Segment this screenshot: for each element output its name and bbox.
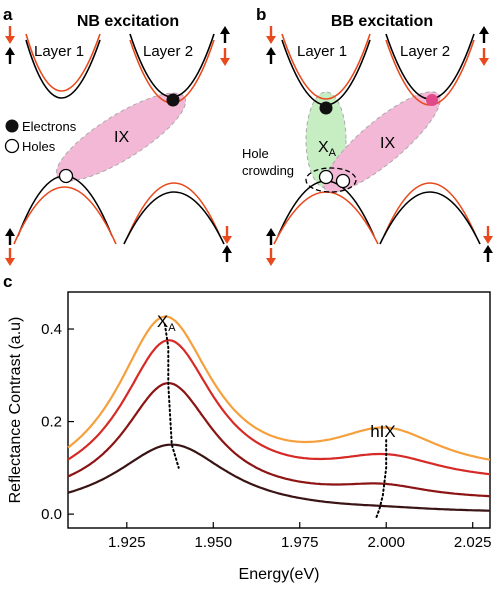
y-tick-label: 0.0 (41, 506, 62, 523)
panel-b-layer1-label: Layer 1 (297, 43, 347, 60)
hix-annotation: hIX (370, 422, 396, 441)
panel-c-letter: c (3, 272, 12, 291)
x-tick-label: 1.925 (108, 534, 146, 551)
x-tick-label: 1.950 (195, 534, 233, 551)
panel-a-layer1-label: Layer 1 (34, 43, 84, 60)
layer2-valence-band-black-b (379, 191, 481, 245)
ix-label: IX (114, 129, 129, 146)
layer1-conduction-band-black (25, 39, 101, 99)
peak-trend-dotted-2 (374, 439, 388, 520)
spin-down-arrow-icon (479, 48, 489, 66)
spin-up-arrow-icon (266, 228, 276, 245)
hole-marker-2 (335, 173, 351, 189)
spin-down-arrow-icon (220, 48, 230, 66)
legend-hole-icon (4, 138, 20, 154)
ix-exciton-cloud-b (323, 91, 441, 193)
spin-up-arrow-icon (5, 47, 15, 64)
panel-a-title: NB excitation (77, 13, 179, 30)
panel-c: c 1.925 1.950 1.975 2.000 2.025 0.0 0.2 0.4 Ener… (3, 272, 491, 583)
y-axis-label: Reflectance Contrast (a.u) (7, 317, 24, 504)
panel-a-layer2-label: Layer 2 (143, 43, 193, 60)
legend-electrons-label: Electrons (22, 119, 77, 134)
y-tick-label: 0.2 (41, 414, 62, 431)
legend-electron-icon (5, 119, 19, 133)
spin-down-arrow-icon (5, 248, 15, 266)
layer2-valence-band-orange (127, 182, 221, 237)
panel-a: a NB excitation IX Layer 1 Layer 2 Elect… (3, 5, 232, 266)
spin-up-arrow-icon (222, 245, 232, 262)
layer1-valence-band-orange-b (273, 191, 379, 245)
layer1-conduction-band-orange-b (281, 33, 371, 100)
hole-crowding-label-1: Hole (242, 146, 269, 161)
reflectance-chart: 1.925 1.950 1.975 2.000 2.025 0.0 0.2 0.4 Energy… (7, 291, 492, 583)
hole-marker-1 (318, 169, 334, 185)
y-tick-label: 0.4 (41, 321, 62, 338)
legend-holes-label: Holes (22, 139, 56, 154)
layer2-valence-band-black (123, 191, 225, 245)
spin-up-arrow-icon (479, 26, 489, 43)
plot-frame (67, 291, 491, 529)
spin-down-arrow-icon (5, 26, 15, 44)
layer1-conduction-band-orange (25, 33, 101, 92)
electron-marker-layer1 (319, 101, 333, 115)
spin-arrows-a (5, 26, 232, 266)
ix-label-b: IX (380, 135, 395, 152)
xa-label: XA (318, 139, 337, 159)
spin-down-arrow-icon (483, 226, 493, 244)
panel-b-layer2-label: Layer 2 (400, 43, 450, 60)
series-line-4 (67, 443, 490, 512)
x-tick-label: 2.025 (454, 534, 492, 551)
spin-arrows-b (266, 26, 493, 266)
panel-b: b BB excitation XA IX Layer 1 Layer 2 Ho… (242, 5, 493, 266)
spin-up-arrow-icon (266, 47, 276, 64)
hole-crowding-label-2: crowding (242, 163, 294, 178)
layer2-valence-band-orange-b (383, 182, 477, 237)
layer1-valence-band-black (17, 175, 113, 237)
peak-trend-dotted-1 (163, 323, 180, 469)
xa-annotation: XA (157, 312, 176, 334)
x-axis-label: Energy(eV) (239, 566, 320, 583)
spin-down-arrow-icon (266, 248, 276, 266)
spin-up-arrow-icon (483, 245, 493, 262)
x-tick-label: 1.975 (281, 534, 319, 551)
electron-marker (166, 93, 180, 107)
series-line-2 (67, 339, 491, 476)
panel-b-title: BB excitation (331, 13, 433, 30)
spin-down-arrow-icon (266, 26, 276, 44)
panel-b-letter: b (256, 5, 266, 24)
hole-crowding-outline (305, 167, 357, 193)
hole-marker (58, 168, 74, 184)
series-line-3 (67, 382, 490, 498)
x-tick-label: 2.000 (367, 534, 405, 551)
panel-a-letter: a (3, 5, 13, 24)
layer1-valence-band-orange (13, 186, 117, 245)
spin-up-arrow-icon (220, 26, 230, 43)
spin-up-arrow-icon (5, 228, 15, 245)
spin-down-arrow-icon (222, 226, 232, 244)
series-line-1 (67, 315, 491, 461)
electron-marker-layer2 (426, 94, 438, 106)
